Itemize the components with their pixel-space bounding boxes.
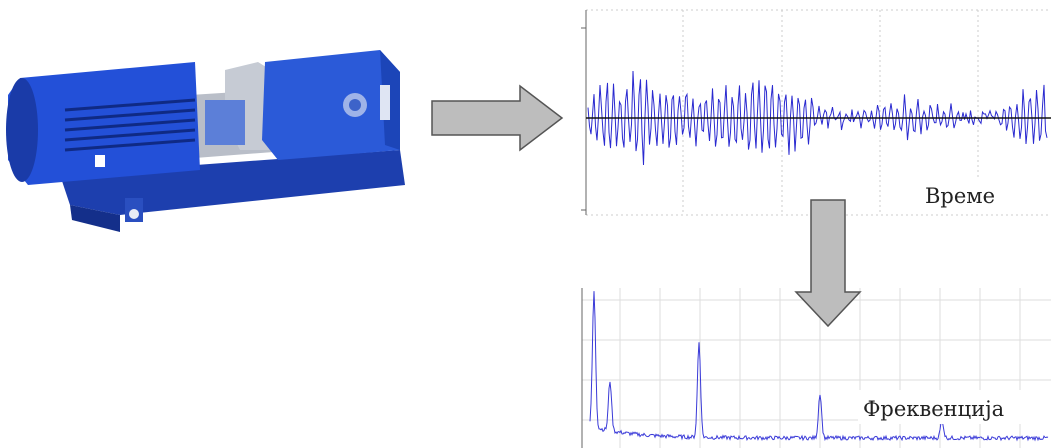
time-signal [587, 70, 1048, 166]
arrow-down [794, 199, 862, 328]
gear-motor [6, 50, 405, 232]
frequency-label: Фреквенција [863, 397, 1004, 421]
spectrum-signal [589, 291, 1049, 442]
label-bg [918, 178, 1018, 212]
time-label: Време [925, 184, 995, 208]
arrow-right [431, 84, 564, 152]
label-bg [858, 390, 1051, 424]
